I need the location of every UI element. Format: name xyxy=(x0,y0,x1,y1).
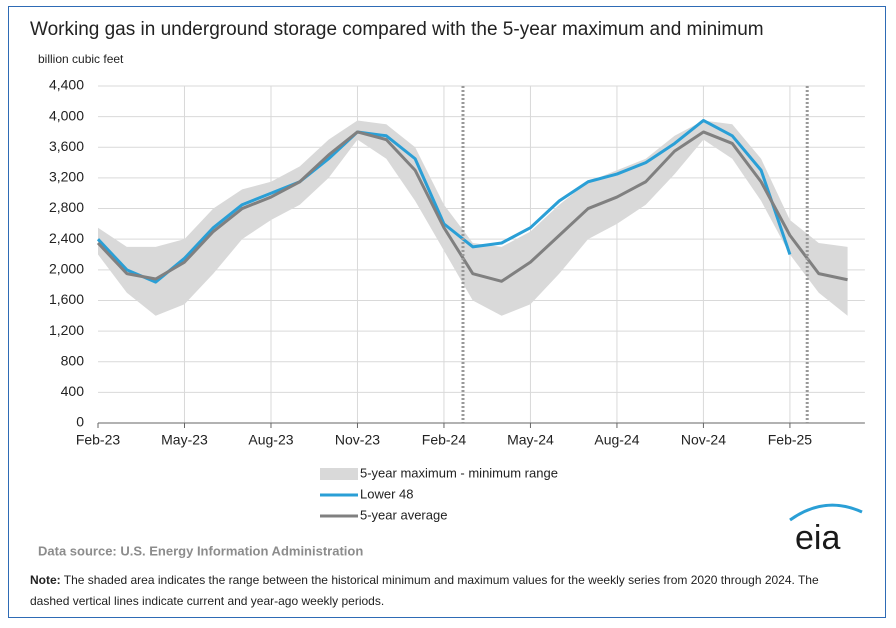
note-text: The shaded area indicates the range betw… xyxy=(30,573,819,608)
series-line xyxy=(96,118,792,284)
x-tick-label: Aug-24 xyxy=(594,432,639,448)
y-tick-label: 4,400 xyxy=(49,77,84,93)
chart: Working gas in underground storage compa… xyxy=(30,19,865,558)
legend-label: 5-year average xyxy=(360,507,447,522)
y-tick-label: 800 xyxy=(61,352,85,368)
y-axis-label: billion cubic feet xyxy=(38,52,124,66)
legend-swatch xyxy=(320,468,358,480)
frame xyxy=(8,6,886,618)
logo-arc xyxy=(789,503,863,522)
y-tick-label: 2,000 xyxy=(49,261,84,277)
x-tick-label: Nov-23 xyxy=(335,432,380,448)
x-tick-label: Feb-24 xyxy=(422,432,467,448)
y-tick-label: 1,200 xyxy=(49,322,84,338)
y-tick-label: 0 xyxy=(76,414,84,430)
logo-text: eia xyxy=(795,519,840,557)
x-tick-label: May-23 xyxy=(161,432,208,448)
legend-label: 5-year maximum - minimum range xyxy=(360,465,558,480)
x-tick-label: Nov-24 xyxy=(681,432,726,448)
y-tick-label: 2,400 xyxy=(49,230,84,246)
series-line xyxy=(96,130,848,283)
legend-label: Lower 48 xyxy=(360,486,413,501)
chart-title: Working gas in underground storage compa… xyxy=(30,19,764,40)
y-tick-label: 3,200 xyxy=(49,169,84,185)
y-tick-label: 1,600 xyxy=(49,291,84,307)
y-tick-label: 3,600 xyxy=(49,138,84,154)
source: Data source: U.S. Energy Information Adm… xyxy=(38,543,363,558)
note: Note: The shaded area indicates the rang… xyxy=(30,570,830,612)
range-area xyxy=(98,120,848,316)
eia-logo: eia xyxy=(789,503,863,557)
x-tick-label: May-24 xyxy=(507,432,554,448)
x-tick-label: Feb-25 xyxy=(768,432,813,448)
y-tick-label: 400 xyxy=(61,383,85,399)
x-tick-label: Feb-23 xyxy=(76,432,121,448)
y-tick-label: 2,800 xyxy=(49,199,84,215)
note-label: Note: xyxy=(30,573,61,587)
x-tick-label: Aug-23 xyxy=(248,432,293,448)
y-tick-label: 4,000 xyxy=(49,107,84,123)
